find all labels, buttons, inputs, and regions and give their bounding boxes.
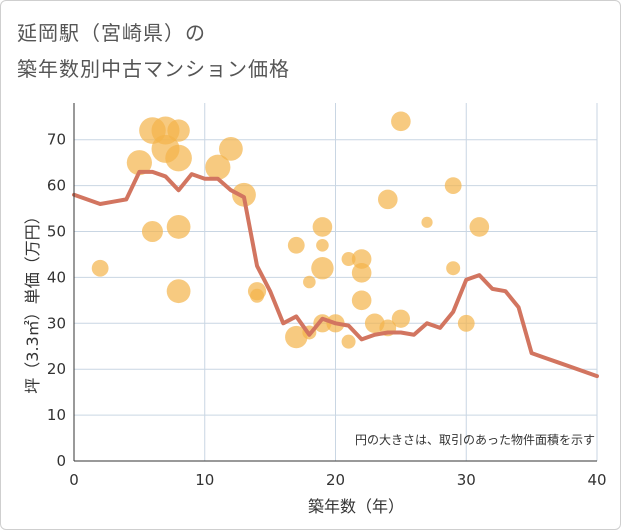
bubble-point <box>91 259 109 277</box>
bubble-point <box>126 150 152 176</box>
average-line-series <box>72 169 599 379</box>
bubble-point <box>316 238 329 252</box>
bubble-point <box>205 154 231 180</box>
chart-note: 円の大きさは、取引のあった物件面積を示す <box>355 432 595 447</box>
y-axis-title: 坪（3.3㎡）単価（万円） <box>23 208 42 393</box>
bubble-point <box>341 334 356 349</box>
y-tick-label: 40 <box>47 268 66 286</box>
bubble-point <box>166 279 191 304</box>
bubble-point <box>250 288 265 303</box>
bubble-point <box>391 111 411 132</box>
bubble-point <box>312 217 333 237</box>
x-tick-label: 20 <box>326 471 345 489</box>
x-tick-label: 0 <box>69 471 79 489</box>
page-title-line1: 延岡駅（宮崎県）の <box>17 21 206 45</box>
bubble-point <box>351 263 372 283</box>
x-tick-label: 10 <box>195 471 214 489</box>
bubble-point <box>421 216 433 228</box>
bubble-point <box>219 136 243 161</box>
bubble-point <box>232 182 256 207</box>
x-tick-label: 40 <box>587 471 606 489</box>
page-title-line2: 築年数別中古マンション価格 <box>17 57 290 81</box>
bubble-point <box>351 290 372 311</box>
bubble-point <box>167 119 190 142</box>
bubble-point <box>378 189 398 210</box>
bubble-point <box>303 275 316 289</box>
bubble-point <box>391 309 410 328</box>
x-tick-label: 30 <box>457 471 476 489</box>
bubble-point <box>141 221 163 243</box>
bubble-point <box>285 325 308 349</box>
y-tick-label: 30 <box>47 314 66 332</box>
bubble-point <box>446 261 461 276</box>
y-tick-label: 0 <box>56 452 66 470</box>
y-tick-label: 10 <box>47 406 66 424</box>
bubble-point <box>444 177 462 195</box>
axes <box>73 103 597 462</box>
bubble-point <box>311 257 334 280</box>
bubble-point <box>287 236 305 254</box>
x-axis-title: 築年数（年） <box>308 497 404 516</box>
y-tick-label: 20 <box>47 360 66 378</box>
bubble-point <box>457 314 475 332</box>
tick-labels: 0 10 20 30 40 0 10 20 30 40 50 60 70 <box>47 131 607 489</box>
grid-lines <box>73 103 598 462</box>
y-tick-label: 60 <box>47 177 66 195</box>
y-tick-label: 50 <box>47 223 66 241</box>
bubble-point <box>469 217 490 237</box>
bubble-point <box>351 249 372 269</box>
average-price-line <box>72 169 599 379</box>
y-tick-label: 70 <box>47 131 66 149</box>
bubble-point <box>166 215 191 239</box>
bubble-point <box>165 144 192 172</box>
bubble-series <box>91 111 490 349</box>
bubble-point <box>341 252 356 267</box>
